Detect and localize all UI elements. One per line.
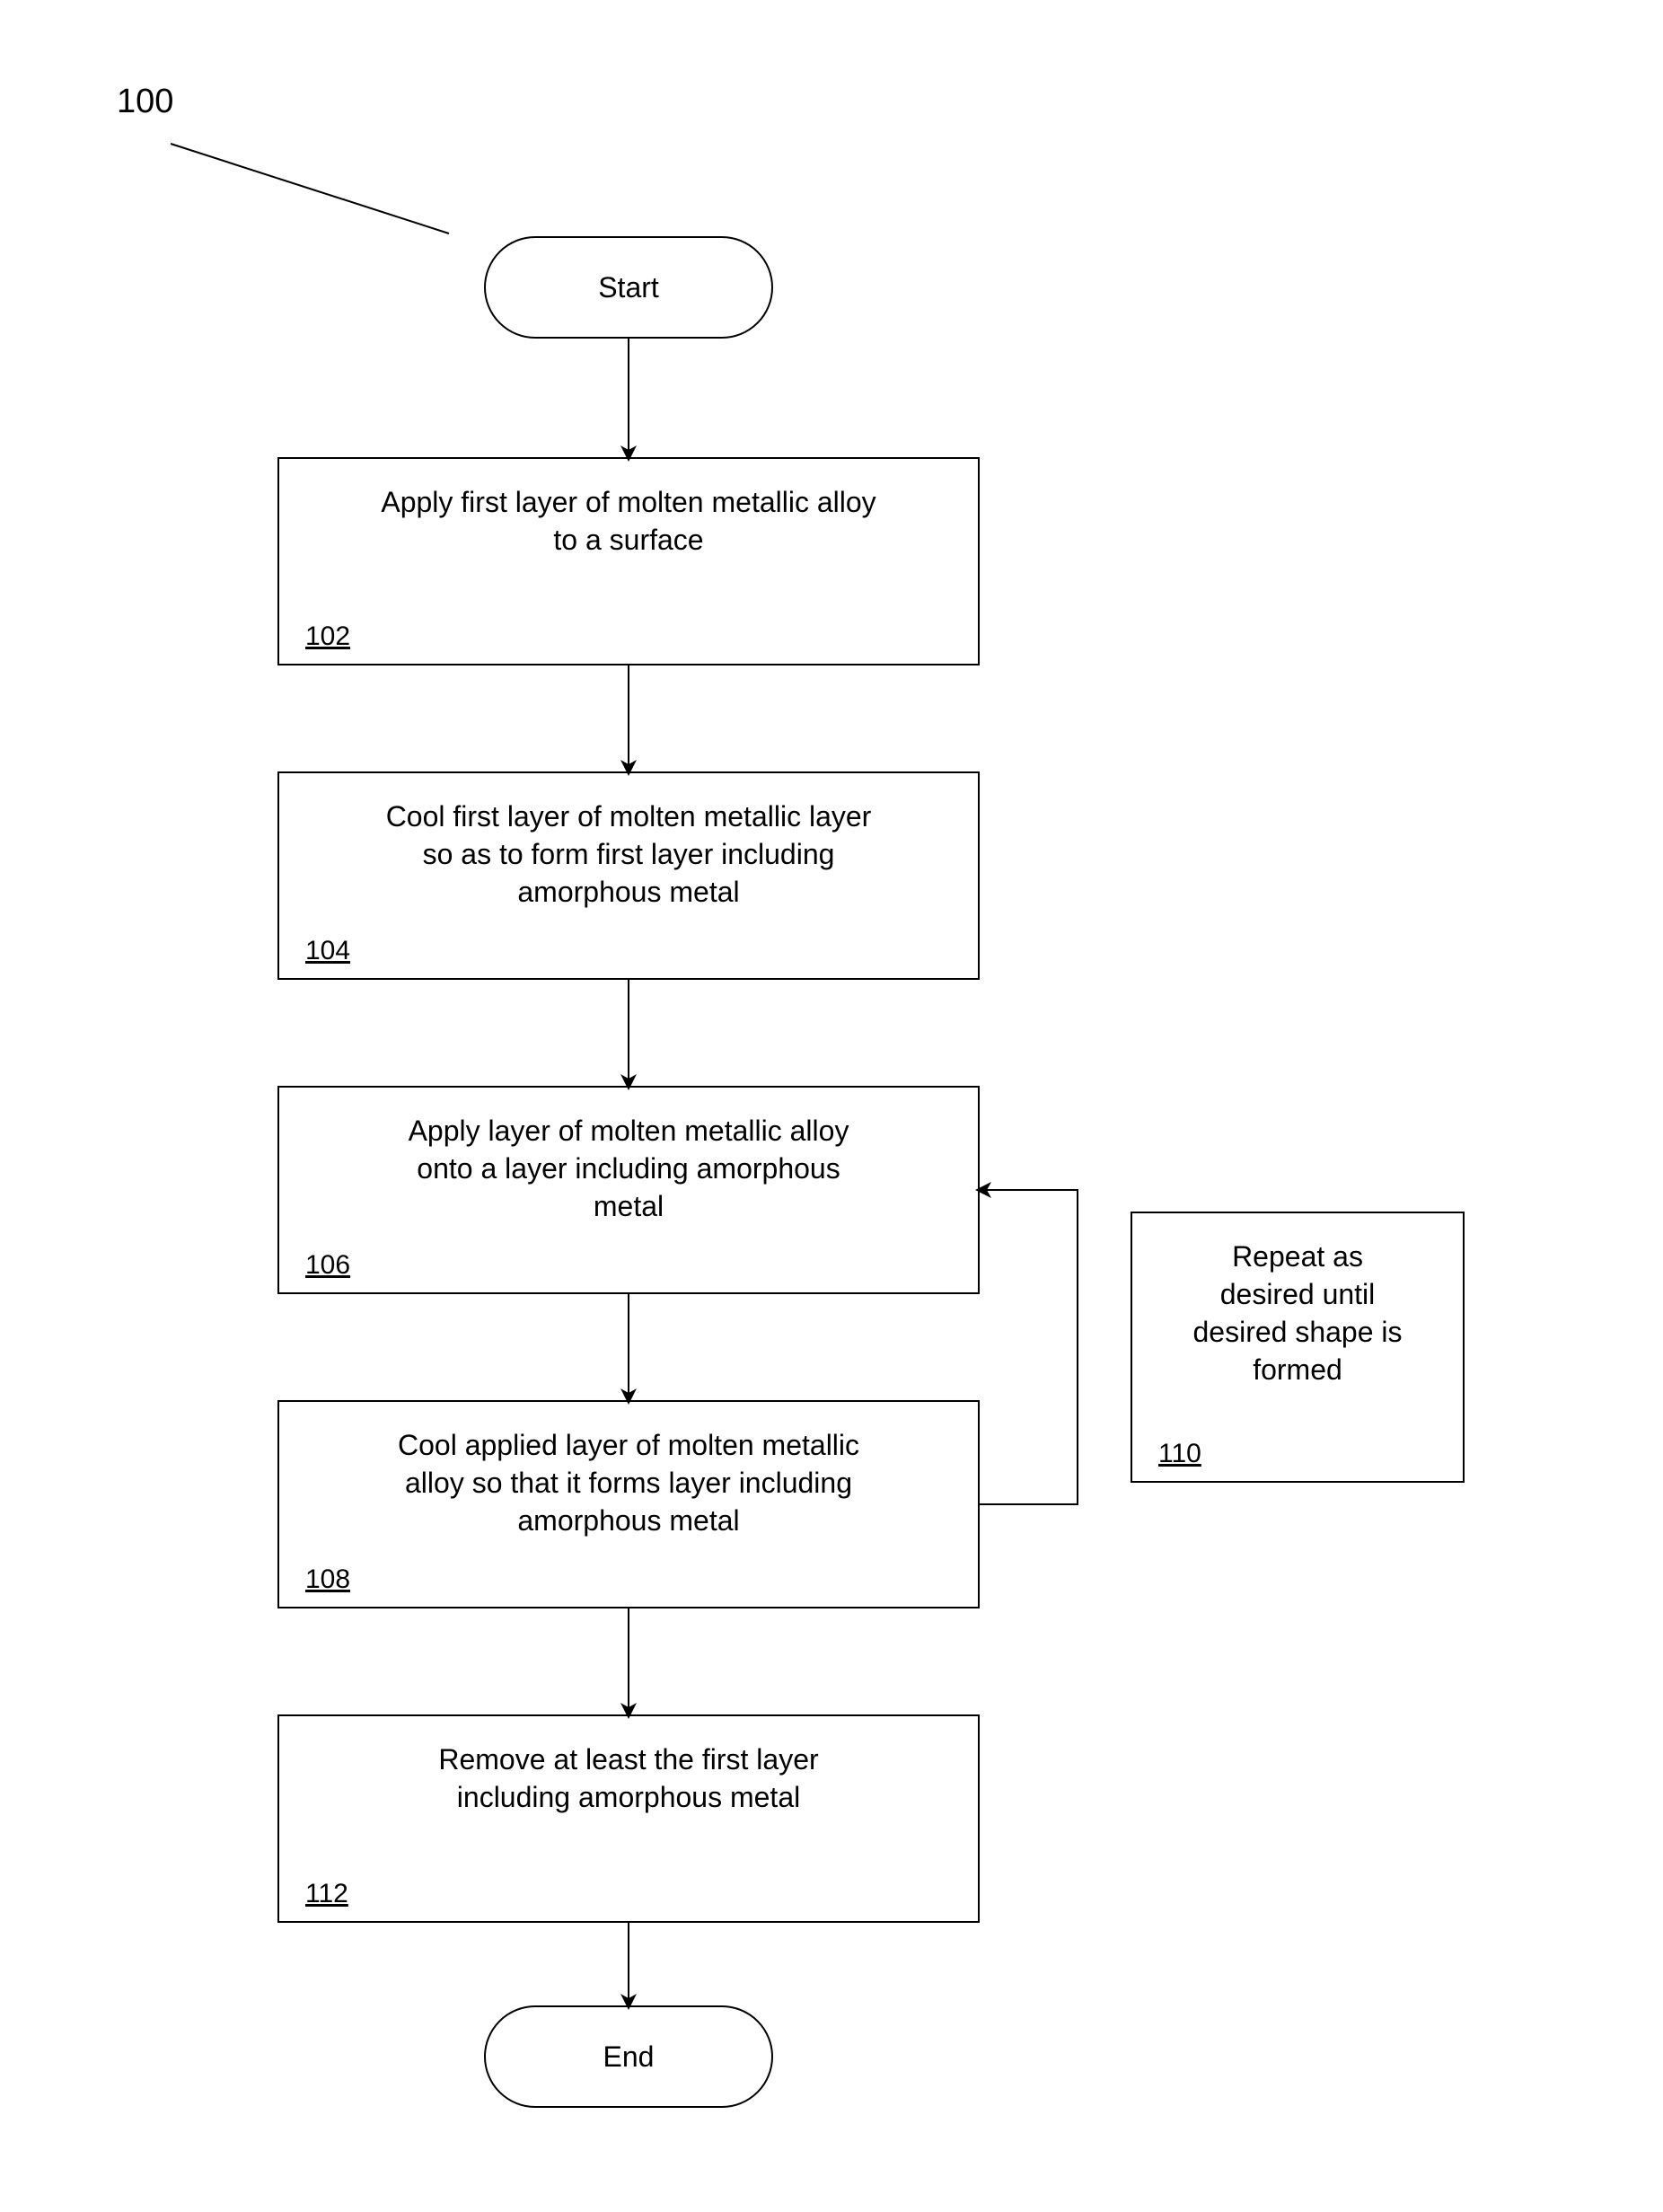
flowchart-diagram: 100 Start End Apply first layer of molten m… <box>0 0 1663 2212</box>
ref-104: 104 <box>305 936 350 965</box>
figure-label: 100 <box>117 83 173 120</box>
process-box-106-line1: onto a layer including amorphous <box>417 1152 840 1185</box>
start-node-label: Start <box>598 271 659 304</box>
process-box-110-line2: desired shape is <box>1192 1316 1402 1348</box>
process-box-108-line0: Cool applied layer of molten metallic <box>398 1429 859 1461</box>
process-box-110-line3: formed <box>1253 1353 1342 1386</box>
process-box-112-line0: Remove at least the first layer <box>438 1743 819 1776</box>
figure-label-pointer <box>171 144 449 234</box>
process-box-110-line1: desired until <box>1220 1278 1376 1310</box>
process-box-104-line1: so as to form first layer including <box>423 838 835 870</box>
process-box-108-line1: alloy so that it forms layer including <box>405 1467 852 1499</box>
process-box-104-line0: Cool first layer of molten metallic laye… <box>386 800 872 833</box>
process-box-102-line0: Apply first layer of molten metallic all… <box>381 486 875 518</box>
ref-108: 108 <box>305 1564 350 1594</box>
ref-112: 112 <box>305 1879 348 1908</box>
ref-102: 102 <box>305 621 350 651</box>
process-box-110-line0: Repeat as <box>1232 1240 1363 1273</box>
process-box-106-line0: Apply layer of molten metallic alloy <box>409 1115 849 1147</box>
loop-arrow <box>979 1190 1078 1504</box>
process-box-112-line1: including amorphous metal <box>457 1781 800 1813</box>
process-box-106-line2: metal <box>594 1190 664 1222</box>
end-node-label: End <box>603 2040 655 2073</box>
process-box-104-line2: amorphous metal <box>517 876 739 908</box>
ref-106: 106 <box>305 1250 350 1280</box>
process-box-102-line1: to a surface <box>553 524 703 556</box>
ref-110: 110 <box>1158 1439 1201 1468</box>
process-box-108-line2: amorphous metal <box>517 1504 739 1537</box>
